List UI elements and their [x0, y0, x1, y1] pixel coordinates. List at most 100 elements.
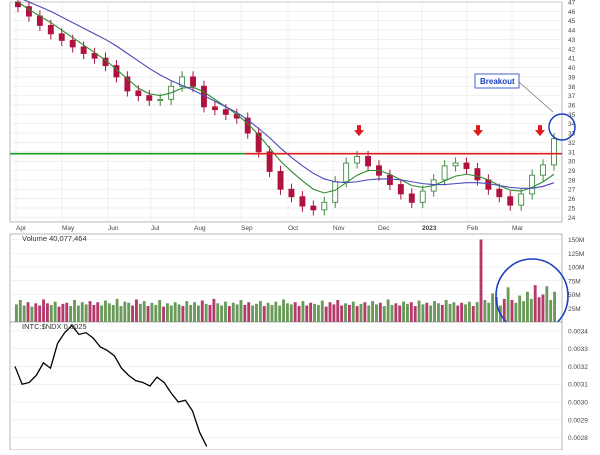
- month-tick-label: Feb: [467, 225, 479, 232]
- candle-body: [310, 205, 317, 211]
- candle-body: [540, 164, 547, 176]
- volume-bar: [123, 301, 127, 322]
- candle-body: [266, 151, 273, 172]
- candle-body: [365, 156, 371, 167]
- volume-bar: [127, 302, 131, 322]
- price-tick-label: 29: [568, 168, 576, 175]
- price-tick-label: 44: [568, 28, 576, 35]
- volume-bar: [553, 291, 556, 322]
- volume-bar: [518, 295, 522, 322]
- month-tick-label: Dec: [378, 225, 390, 232]
- candle-body: [222, 109, 229, 115]
- volume-bar: [313, 303, 316, 322]
- volume-title: Volume 40,077,464: [22, 234, 87, 243]
- volume-bar: [216, 303, 220, 322]
- volume-bar: [208, 304, 212, 322]
- candle-body: [157, 98, 164, 102]
- volume-bar: [88, 301, 92, 322]
- candle-body: [518, 193, 525, 206]
- volume-tick-label: 100M: [568, 265, 584, 272]
- volume-bar: [436, 303, 440, 322]
- price-tick-label: 42: [568, 46, 576, 53]
- volume-bar: [104, 300, 107, 322]
- volume-bar: [316, 304, 320, 322]
- volume-bar: [138, 303, 142, 322]
- price-tick-label: 30: [568, 159, 576, 166]
- volume-bar: [142, 301, 146, 322]
- ratio-panel: 0.0028 0.0029 0.0030 0.0031 0.0032 0.0033 0.00…: [9, 321, 588, 451]
- candle-body: [441, 165, 448, 181]
- volume-bar: [204, 303, 208, 322]
- volume-bar: [162, 306, 165, 322]
- volume-bar: [375, 304, 378, 322]
- candle-body: [408, 193, 415, 203]
- volume-bar: [452, 302, 456, 322]
- price-tick-label: 40: [568, 65, 576, 72]
- volume-bar: [537, 297, 541, 322]
- down-arrow-icon: [354, 125, 364, 137]
- candle-body: [80, 46, 87, 54]
- volume-bar: [406, 303, 409, 322]
- volume-bar: [100, 305, 104, 322]
- price-tick-label: 33: [568, 131, 576, 138]
- month-tick-label: Aug: [194, 225, 206, 232]
- candle-body: [91, 53, 98, 59]
- volume-bar: [549, 300, 553, 322]
- volume-bar: [371, 301, 375, 322]
- volume-bar: [189, 304, 193, 322]
- volume-tick-label: 75M: [568, 278, 581, 285]
- volume-bar: [266, 302, 270, 322]
- volume-bar: [53, 301, 57, 322]
- breakout-annotation: Breakout: [480, 77, 515, 86]
- candle-body: [397, 184, 404, 195]
- volume-bar: [464, 304, 467, 322]
- volume-bar: [84, 304, 88, 322]
- ratio-tick-label: 0.0032: [568, 364, 588, 371]
- volume-bar: [394, 303, 398, 322]
- volume-bar: [487, 302, 491, 322]
- volume-bar: [34, 303, 38, 322]
- volume-tick-label: 50M: [568, 292, 581, 299]
- volume-bar: [320, 300, 324, 322]
- volume-bar: [243, 304, 247, 322]
- volume-bar: [231, 302, 235, 322]
- volume-bar: [65, 302, 69, 322]
- volume-bar: [286, 303, 289, 322]
- ratio-tick-label: 0.0033: [568, 346, 588, 353]
- price-tick-label: 25: [568, 205, 576, 212]
- month-tick-label: Jun: [108, 225, 119, 232]
- volume-bar: [169, 305, 173, 322]
- volume-bar: [173, 302, 177, 322]
- price-tick-label: 47: [568, 0, 576, 7]
- volume-bar: [409, 302, 413, 322]
- volume-bar: [258, 301, 262, 322]
- candle-body: [179, 76, 186, 87]
- volume-bar: [336, 300, 340, 322]
- month-tick-label: May: [62, 225, 75, 232]
- volume-bar: [491, 293, 495, 322]
- volume-bar: [111, 304, 115, 322]
- volume-bar: [131, 305, 135, 322]
- long-moving-average-line: [22, 0, 555, 189]
- volume-bar: [471, 306, 475, 322]
- candle-body: [419, 190, 426, 203]
- candle-body: [211, 106, 218, 111]
- volume-bar: [146, 306, 150, 322]
- volume-bar: [278, 305, 282, 322]
- volume-bar: [363, 302, 367, 322]
- volume-bar: [185, 301, 189, 322]
- volume-bar: [522, 301, 526, 322]
- price-tick-label: 28: [568, 177, 576, 184]
- month-tick-label: Sep: [241, 225, 253, 232]
- price-tick-label: 38: [568, 84, 576, 91]
- volume-bar: [367, 305, 371, 322]
- volume-bar: [495, 297, 498, 322]
- price-tick-label: 32: [568, 140, 576, 147]
- price-tick-label: 24: [568, 215, 576, 222]
- volume-bar: [398, 305, 402, 322]
- price-tick-label: 45: [568, 18, 576, 25]
- volume-bar: [347, 304, 351, 322]
- volume-bar: [355, 306, 359, 322]
- ratio-plot-frame: [9, 321, 563, 451]
- month-tick-label: Jul: [151, 225, 160, 232]
